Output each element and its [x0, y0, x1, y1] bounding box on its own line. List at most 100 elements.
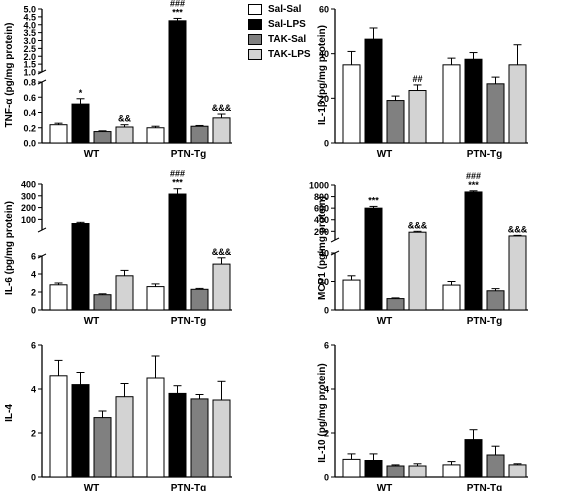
legend-item: TAK-Sal: [248, 32, 311, 47]
y-tick-label: 200: [314, 227, 329, 237]
y-tick-label: 6: [31, 341, 36, 351]
x-tick-label: PTN-Tg: [171, 316, 207, 327]
bar: [71, 384, 90, 478]
y-tick-label: 1.5: [23, 60, 36, 70]
bar: [364, 460, 383, 478]
x-tick-label: PTN-Tg: [467, 149, 503, 160]
significance-label: &&&: [212, 103, 232, 113]
axis-break-mark: [37, 69, 47, 75]
y-tick-label: 2.0: [23, 52, 36, 62]
legend-label: TAK-Sal: [268, 34, 307, 45]
x-tick-label: WT: [84, 316, 100, 327]
y-axis-label: TNF-α (pg/mg protein): [4, 22, 15, 127]
bar: [146, 286, 165, 311]
y-tick-label: 2: [324, 429, 329, 439]
bar: [508, 464, 527, 478]
significance-label: &&&: [212, 247, 232, 257]
axis-break-mark: [330, 237, 340, 243]
bar: [464, 439, 483, 478]
y-tick-label: 300: [21, 191, 36, 201]
bar: [93, 131, 112, 144]
bar: [508, 235, 527, 311]
y-tick-label: 0.4: [23, 108, 36, 118]
bar: [486, 83, 505, 144]
bar: [408, 231, 427, 311]
significance-label: ###: [170, 169, 185, 179]
y-tick-label: 4: [324, 385, 329, 395]
x-tick-label: PTN-Tg: [467, 483, 503, 491]
bar: [486, 290, 505, 311]
axis-break-mark: [330, 250, 340, 256]
bar: [408, 465, 427, 478]
bar: [342, 458, 361, 478]
y-tick-label: 400: [21, 180, 36, 190]
significance-label: ***: [368, 195, 379, 205]
y-tick-label: 2: [31, 429, 36, 439]
y-tick-label: 3.0: [23, 36, 36, 46]
y-tick-label: 800: [314, 192, 329, 202]
y-axis-label: IL-6 (pg/mg protein): [4, 201, 15, 295]
x-tick-label: PTN-Tg: [467, 316, 503, 327]
significance-label: ##: [412, 74, 422, 84]
significance-label: ###: [466, 171, 481, 181]
bar: [486, 454, 505, 478]
y-tick-label: 40: [319, 249, 329, 259]
bar: [464, 58, 483, 144]
legend-item: Sal-Sal: [248, 2, 311, 17]
bar: [115, 396, 134, 478]
bar: [49, 124, 68, 144]
y-tick-label: 6: [31, 252, 36, 262]
y-tick-label: 60: [319, 5, 329, 15]
y-tick-label: 40: [319, 49, 329, 59]
y-tick-label: 0: [31, 306, 36, 316]
bar: [146, 127, 165, 144]
bar: [115, 126, 134, 144]
legend-label: Sal-Sal: [268, 4, 302, 15]
bar: [190, 288, 209, 311]
x-tick-label: PTN-Tg: [171, 149, 207, 160]
y-tick-label: 0: [324, 306, 329, 316]
legend-swatch: [248, 19, 262, 30]
y-tick-label: 100: [21, 215, 36, 225]
bar: [168, 193, 187, 311]
y-axis-label: IL-1β (pg/mg protein): [317, 25, 328, 125]
x-tick-label: WT: [84, 149, 100, 160]
y-tick-label: 200: [21, 203, 36, 213]
legend-label: Sal-LPS: [268, 19, 306, 30]
bar: [342, 279, 361, 311]
bar: [364, 207, 383, 311]
x-tick-label: WT: [377, 483, 393, 491]
y-axis-label: IL-4: [4, 404, 15, 422]
y-tick-label: 5.0: [23, 5, 36, 15]
y-tick-label: 400: [314, 215, 329, 225]
bar: [93, 294, 112, 311]
y-tick-label: 0.2: [23, 123, 36, 133]
y-tick-label: 2.5: [23, 44, 36, 54]
y-tick-label: 0.6: [23, 93, 36, 103]
legend-swatch: [248, 34, 262, 45]
y-tick-label: 6: [324, 341, 329, 351]
x-tick-label: WT: [84, 483, 100, 491]
bar: [190, 125, 209, 144]
bar: [168, 392, 187, 478]
x-tick-label: WT: [377, 149, 393, 160]
bar: [93, 417, 112, 478]
significance-label: ***: [172, 178, 183, 188]
significance-label: ###: [170, 0, 185, 8]
significance-label: ***: [172, 7, 183, 17]
bar: [342, 64, 361, 144]
y-tick-label: 2: [31, 288, 36, 298]
bar: [464, 191, 483, 311]
bar: [386, 100, 405, 144]
bar: [212, 399, 231, 478]
bar: [212, 117, 231, 144]
y-tick-label: 0: [324, 473, 329, 483]
bar: [115, 275, 134, 311]
y-tick-label: 4.0: [23, 20, 36, 30]
significance-label: &&&: [508, 224, 528, 234]
significance-label: &&&: [408, 220, 428, 230]
y-tick-label: 3.5: [23, 28, 36, 38]
significance-label: &&: [118, 114, 131, 124]
bar: [49, 375, 68, 478]
